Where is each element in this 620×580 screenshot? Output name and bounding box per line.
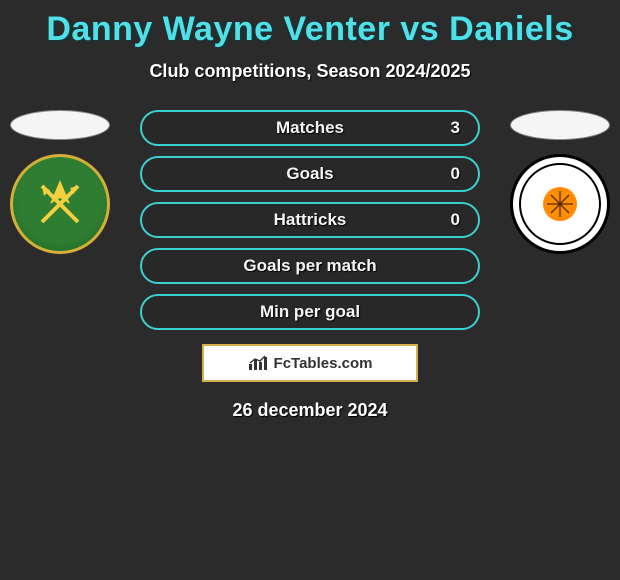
page-title: Danny Wayne Venter vs Daniels <box>0 0 620 49</box>
stat-row-matches: Matches 3 <box>140 110 480 146</box>
arrows-icon <box>30 174 90 234</box>
stat-value: 3 <box>451 118 460 138</box>
ball-icon <box>543 187 577 221</box>
club-badge-right <box>510 154 610 254</box>
date-label: 26 december 2024 <box>0 400 620 421</box>
stat-label: Hattricks <box>274 210 347 230</box>
stat-row-goals-per-match: Goals per match <box>140 248 480 284</box>
stat-value: 0 <box>451 164 460 184</box>
stat-row-goals: Goals 0 <box>140 156 480 192</box>
stat-row-min-per-goal: Min per goal <box>140 294 480 330</box>
player-right-avatar-placeholder <box>510 110 610 140</box>
stat-label: Goals per match <box>243 256 376 276</box>
watermark-label: FcTables.com <box>274 355 373 372</box>
subtitle: Club competitions, Season 2024/2025 <box>0 61 620 82</box>
comparison-panel: Matches 3 Goals 0 Hattricks 0 Goals per … <box>0 110 620 421</box>
player-left-column <box>10 110 110 254</box>
club-badge-left <box>10 154 110 254</box>
stat-row-hattricks: Hattricks 0 <box>140 202 480 238</box>
watermark-box: FcTables.com <box>202 344 418 382</box>
player-right-column <box>510 110 610 254</box>
stat-label: Matches <box>276 118 344 138</box>
bar-chart-icon <box>248 355 268 371</box>
stat-label: Goals <box>286 164 333 184</box>
stat-label: Min per goal <box>260 302 360 322</box>
player-left-avatar-placeholder <box>10 110 110 140</box>
stat-value: 0 <box>451 210 460 230</box>
